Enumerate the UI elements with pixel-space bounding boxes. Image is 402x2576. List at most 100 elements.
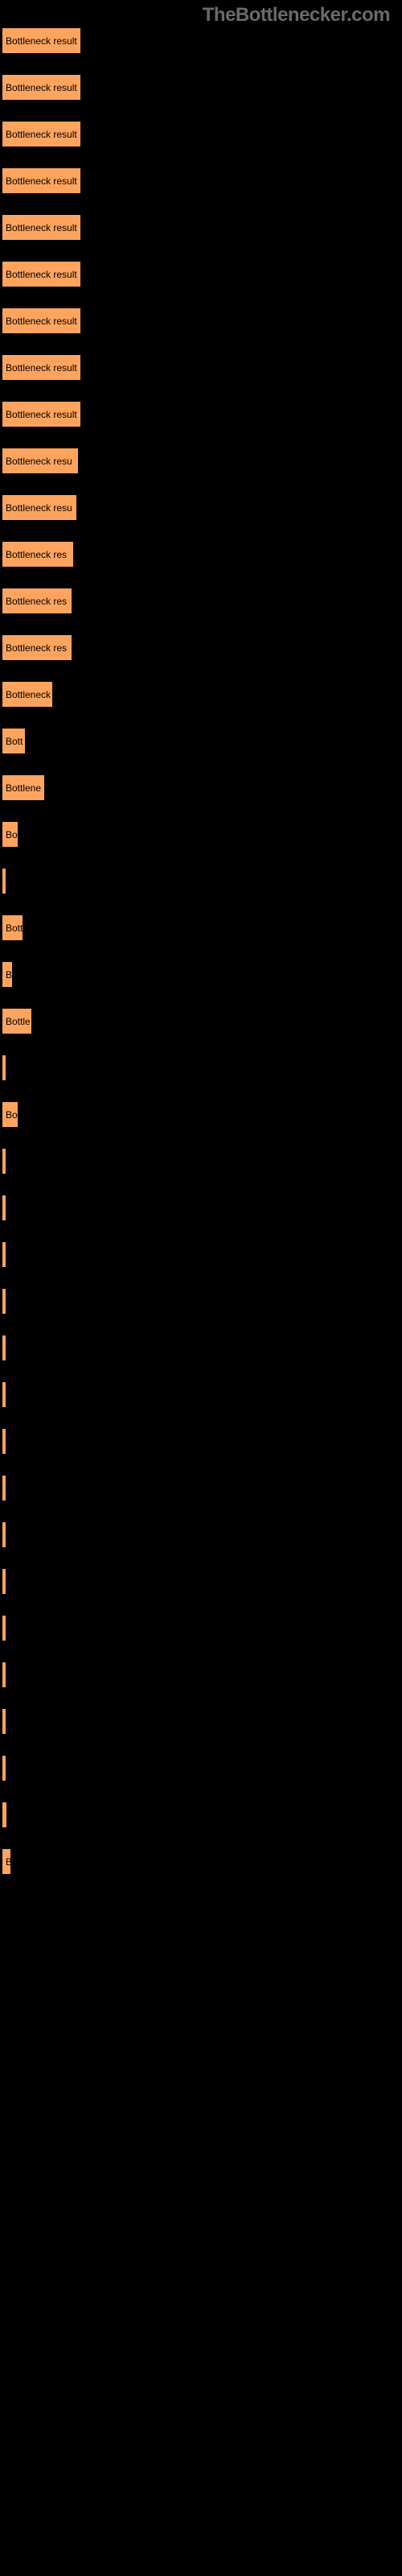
- bar-label: Bottleneck result: [6, 175, 77, 187]
- chart-bar: Bottleneck resu: [2, 495, 76, 520]
- bar-row: Bo: [2, 822, 402, 869]
- bar-row: Bott: [2, 915, 402, 962]
- chart-bar: [2, 1756, 6, 1781]
- chart-bar: Bottleneck result: [2, 262, 80, 287]
- chart-bar: Bott: [2, 729, 25, 753]
- bar-row: Bottleneck result: [2, 122, 402, 168]
- bar-row: Bottleneck result: [2, 308, 402, 355]
- bar-row: [2, 1289, 402, 1335]
- bar-row: Bottleneck result: [2, 75, 402, 122]
- bar-row: [2, 1709, 402, 1756]
- bar-label: Bo: [6, 829, 18, 840]
- bar-row: [2, 1242, 402, 1289]
- chart-bar: Bottleneck result: [2, 75, 80, 100]
- chart-bar: Bottleneck: [2, 682, 52, 707]
- bar-label: Bottleneck result: [6, 269, 77, 280]
- chart-bar: [2, 1055, 6, 1080]
- bar-label: Bottleneck result: [6, 409, 77, 420]
- chart-bar: [2, 1662, 6, 1687]
- chart-bar: [2, 1522, 6, 1547]
- bar-row: [2, 1616, 402, 1662]
- chart-bar: Bottleneck result: [2, 168, 80, 193]
- bar-row: [2, 1149, 402, 1195]
- bar-row: [2, 1476, 402, 1522]
- bar-row: Bottle: [2, 1009, 402, 1055]
- chart-bar: Bott: [2, 915, 23, 940]
- chart-bar: Bottleneck res: [2, 635, 72, 660]
- bar-label: Bottleneck res: [6, 642, 67, 654]
- chart-bar: Bottleneck result: [2, 308, 80, 333]
- bar-row: Bott: [2, 729, 402, 775]
- bar-label: Bottleneck resu: [6, 502, 72, 514]
- chart-bar: [2, 1616, 6, 1641]
- bar-label: Bottlene: [6, 782, 41, 794]
- bar-label: Bottleneck res: [6, 596, 67, 607]
- bar-row: [2, 1429, 402, 1476]
- bar-row: [2, 1335, 402, 1382]
- chart-bar: [2, 1709, 6, 1734]
- bar-row: Bottlene: [2, 775, 402, 822]
- bar-row: Bottleneck res: [2, 542, 402, 588]
- bar-label: Bott: [6, 923, 23, 934]
- chart-bar: [2, 1335, 6, 1360]
- bar-row: [2, 1382, 402, 1429]
- bar-label: Bottleneck res: [6, 549, 67, 560]
- bar-row: [2, 1522, 402, 1569]
- chart-bar: [2, 869, 6, 894]
- bar-row: Bo: [2, 1102, 402, 1149]
- bar-row: Bottleneck result: [2, 215, 402, 262]
- chart-bar: Bottleneck result: [2, 215, 80, 240]
- bar-row: Bottleneck result: [2, 262, 402, 308]
- bar-label: Bott: [6, 736, 23, 747]
- bar-label: Bottleneck: [6, 689, 51, 700]
- chart-bar: [2, 1242, 6, 1267]
- chart-bar: [2, 1149, 6, 1174]
- chart-bar: Bo: [2, 822, 18, 847]
- bar-label: Bottleneck result: [6, 316, 77, 327]
- bar-row: Bottleneck res: [2, 635, 402, 682]
- bar-row: Bottleneck resu: [2, 448, 402, 495]
- chart-bar: Bottleneck resu: [2, 448, 78, 473]
- chart-bar: [2, 1569, 6, 1594]
- bar-chart: Bottleneck result Bottleneck result Bottle…: [0, 0, 402, 1896]
- bar-label: Bottleneck result: [6, 222, 77, 233]
- chart-bar: Bottleneck result: [2, 122, 80, 147]
- bar-label: Bottleneck result: [6, 362, 77, 374]
- bar-row: Bottleneck: [2, 682, 402, 729]
- chart-bar: B: [2, 962, 12, 987]
- bar-label: Bo: [6, 1109, 18, 1121]
- bar-row: [2, 1802, 402, 1849]
- chart-bar: Bottle: [2, 1009, 31, 1034]
- watermark-text: TheBottlenecker.com: [203, 4, 390, 27]
- chart-bar: [2, 1802, 6, 1827]
- chart-bar: Bottleneck res: [2, 588, 72, 613]
- bar-label: B: [6, 1856, 10, 1868]
- bar-row: B: [2, 962, 402, 1009]
- bar-row: Bottleneck result: [2, 355, 402, 402]
- bar-label: Bottleneck resu: [6, 456, 72, 467]
- chart-bar: Bottleneck result: [2, 28, 80, 53]
- bar-row: [2, 1195, 402, 1242]
- bar-row: Bottleneck result: [2, 28, 402, 75]
- bar-label: Bottleneck result: [6, 82, 77, 93]
- bar-label: Bottleneck result: [6, 35, 77, 47]
- chart-bar: Bottleneck res: [2, 542, 73, 567]
- bar-label: B: [6, 969, 12, 980]
- chart-bar: Bottleneck result: [2, 355, 80, 380]
- chart-bar: Bottleneck result: [2, 402, 80, 427]
- chart-bar: Bottlene: [2, 775, 44, 800]
- bar-row: B: [2, 1849, 402, 1896]
- chart-bar: Bo: [2, 1102, 18, 1127]
- bar-row: [2, 869, 402, 915]
- bar-row: Bottleneck resu: [2, 495, 402, 542]
- bar-row: Bottleneck result: [2, 168, 402, 215]
- chart-bar: [2, 1289, 6, 1314]
- bar-row: Bottleneck result: [2, 402, 402, 448]
- bar-row: [2, 1569, 402, 1616]
- bar-row: [2, 1055, 402, 1102]
- bar-row: [2, 1662, 402, 1709]
- chart-bar: B: [2, 1849, 10, 1874]
- bar-label: Bottleneck result: [6, 129, 77, 140]
- bar-row: [2, 1756, 402, 1802]
- chart-bar: [2, 1382, 6, 1407]
